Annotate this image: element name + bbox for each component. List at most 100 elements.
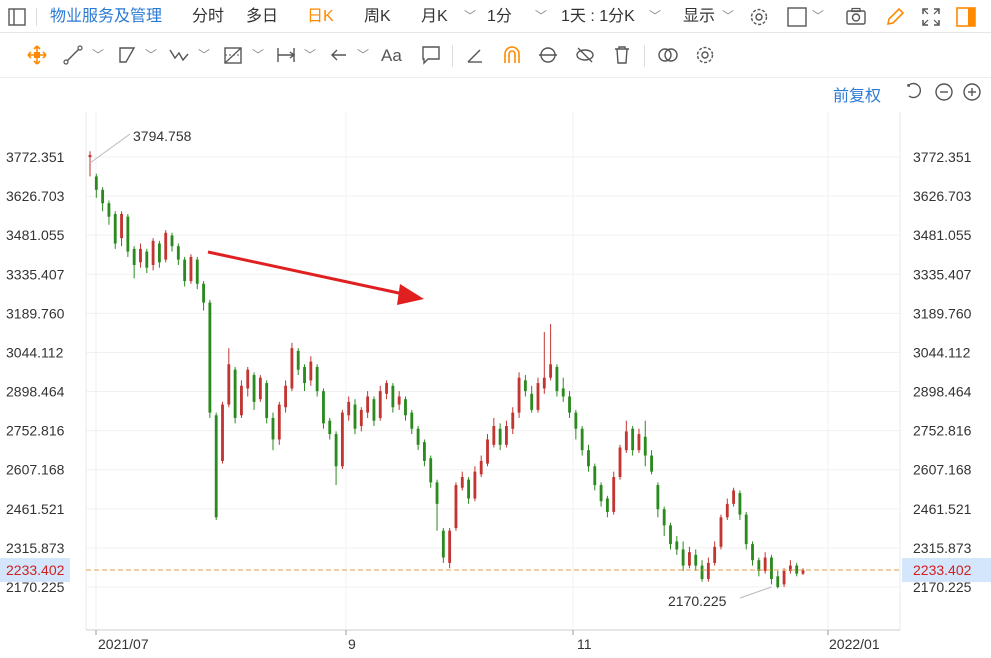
wave-tool-icon[interactable]: [168, 44, 190, 66]
candle-body: [441, 530, 445, 558]
low-leader-line: [739, 586, 772, 599]
candle-body: [252, 375, 256, 402]
y-tick-label: 3626.703: [6, 188, 65, 204]
chevron-down-icon[interactable]: ﹀: [535, 9, 548, 23]
candle-body: [675, 541, 679, 550]
hide-drawings-icon[interactable]: [574, 44, 596, 66]
candle-body: [435, 482, 439, 504]
comment-icon[interactable]: [420, 44, 442, 66]
panel-toggle-icon[interactable]: [955, 6, 977, 28]
chevron-down-icon[interactable]: ﹀: [145, 48, 158, 62]
display-menu[interactable]: 显示: [683, 8, 716, 25]
day-minute-select[interactable]: 1天 : 1分K: [561, 8, 635, 25]
candle-body: [126, 216, 130, 252]
candle-body: [473, 471, 477, 499]
candle-body: [227, 364, 231, 405]
fullscreen-icon[interactable]: [920, 6, 942, 28]
candle-body: [113, 213, 117, 244]
candle-body: [782, 570, 786, 585]
candle-body: [706, 562, 710, 580]
y-tick-label: 2607.168: [913, 462, 972, 478]
sidebar-toggle-icon[interactable]: [6, 6, 28, 28]
top-toolbar: 物业服务及管理 分时 多日 日K 周K 月K ﹀ 1分 ﹀ 1天 : 1分K ﹀…: [0, 0, 991, 33]
candle-body: [183, 259, 187, 282]
zoom-in-icon[interactable]: [962, 82, 982, 102]
tab-month-k[interactable]: 月K: [421, 8, 448, 25]
candle-body: [391, 385, 395, 408]
zoom-out-icon[interactable]: [934, 82, 954, 102]
candle-body: [139, 248, 142, 263]
candle-body: [328, 420, 332, 435]
candles: [88, 151, 805, 589]
tab-multi-day[interactable]: 多日: [246, 8, 279, 25]
candle-body: [568, 396, 571, 413]
candle-body: [650, 455, 653, 472]
candle-body: [637, 434, 641, 451]
tab-day-k[interactable]: 日K: [307, 8, 334, 25]
y-tick-label: 3189.760: [913, 305, 972, 321]
settings-gear-icon[interactable]: [748, 6, 770, 28]
move-icon[interactable]: [26, 44, 48, 66]
text-tool-button[interactable]: Aa: [381, 46, 402, 65]
candle-body: [258, 377, 262, 400]
chevron-down-icon[interactable]: ﹀: [357, 48, 370, 62]
candle-body: [214, 415, 218, 518]
candle-body: [322, 391, 325, 424]
candle-body: [511, 412, 515, 429]
candle-body: [422, 442, 426, 461]
magnet-icon[interactable]: [501, 44, 523, 66]
checkbox-icon[interactable]: [786, 6, 808, 28]
current-price-tag-right: [902, 558, 991, 583]
y-tick-label: 3481.055: [913, 227, 972, 243]
candle-body: [776, 576, 780, 588]
pencil-icon[interactable]: [884, 6, 906, 28]
chevron-down-icon[interactable]: ﹀: [649, 9, 662, 23]
fib-tool-icon[interactable]: [222, 44, 244, 66]
compare-icon[interactable]: [657, 44, 679, 66]
chevron-down-icon[interactable]: ﹀: [252, 48, 265, 62]
symbol-name[interactable]: 物业服务及管理: [50, 8, 163, 25]
candle-body: [795, 565, 799, 574]
candle-body: [88, 154, 92, 158]
chevron-down-icon[interactable]: ﹀: [92, 48, 105, 62]
candle-body: [429, 458, 433, 483]
undo-icon[interactable]: [905, 82, 925, 102]
candle-body: [366, 396, 370, 413]
candle-body: [416, 428, 420, 445]
y-tick-label: 2461.521: [913, 501, 972, 517]
candle-body: [688, 552, 691, 566]
tab-time-share[interactable]: 分时: [192, 8, 225, 25]
trend-arrow-line: [207, 250, 409, 297]
y-tick-label: 2170.225: [913, 579, 972, 595]
candle-body: [599, 485, 603, 502]
candle-body: [656, 485, 660, 510]
candle-body: [107, 203, 111, 217]
chevron-down-icon[interactable]: ﹀: [812, 9, 825, 23]
price-adjust-select[interactable]: 前复权: [833, 88, 882, 105]
chart-settings-gear-icon[interactable]: [694, 44, 716, 66]
candlestick-chart[interactable]: 3772.351 3626.703 3481.055 3335.407 3189.760…: [0, 112, 991, 658]
arrow-left-icon[interactable]: [328, 44, 350, 66]
candle-body: [580, 428, 584, 451]
chevron-down-icon[interactable]: ﹀: [198, 48, 211, 62]
candle-body: [523, 380, 527, 392]
candle-body: [296, 350, 300, 370]
tab-minute[interactable]: 1分: [487, 8, 512, 25]
current-price-label-right: 2233.402: [913, 562, 972, 578]
ruler-pen-icon[interactable]: [464, 44, 486, 66]
candle-body: [643, 436, 647, 456]
candle-body: [397, 396, 401, 405]
lock-draw-icon[interactable]: [537, 44, 559, 66]
candle-body: [195, 259, 199, 284]
polygon-tool-icon[interactable]: [116, 44, 138, 66]
chevron-down-icon[interactable]: ﹀: [464, 9, 477, 23]
measure-tool-icon[interactable]: [275, 44, 297, 66]
tab-week-k[interactable]: 周K: [364, 8, 391, 25]
drawing-toolbar: ﹀ ﹀ ﹀ ﹀ ﹀ ﹀ Aa: [0, 33, 991, 78]
camera-icon[interactable]: [845, 6, 867, 28]
chevron-down-icon[interactable]: ﹀: [722, 9, 735, 23]
chevron-down-icon[interactable]: ﹀: [304, 48, 317, 62]
line-tool-icon[interactable]: [62, 44, 84, 66]
trash-icon[interactable]: [611, 44, 633, 66]
y-tick-label: 2752.816: [6, 423, 65, 439]
